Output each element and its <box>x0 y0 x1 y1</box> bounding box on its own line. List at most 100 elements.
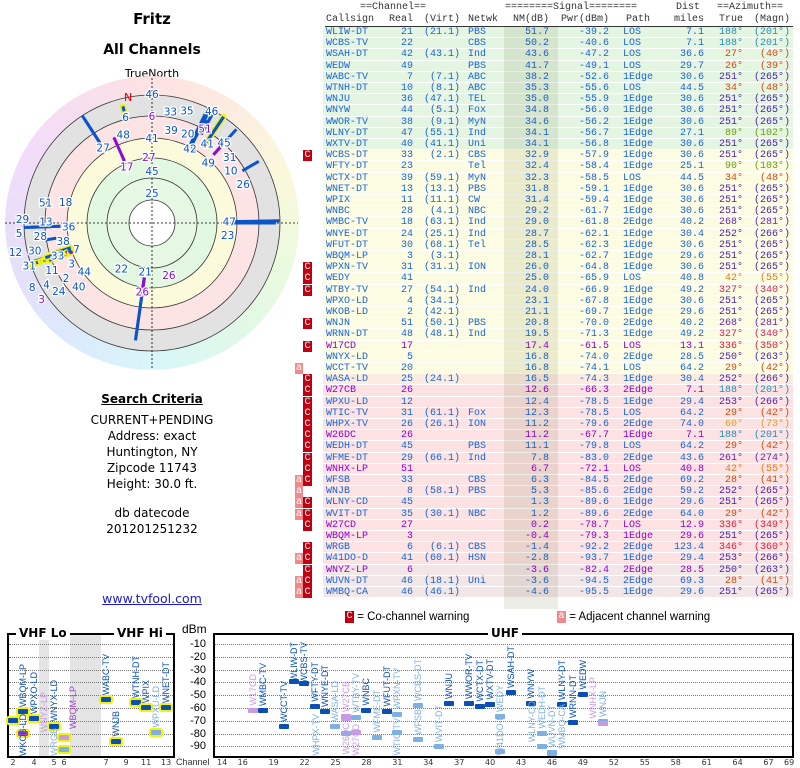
table-row[interactable]: WVIT-DT 35 (30.1) NBC 1.2 -89.6 2Edge 64.0 29° (4… <box>323 508 793 520</box>
spectrum-marker[interactable] <box>351 729 362 735</box>
table-row[interactable]: WKOB-LD 2 (42.1) 21.1 -69.7 1Edge 29.6 251° (265… <box>323 307 793 319</box>
spectrum-marker[interactable] <box>289 679 300 685</box>
spectrum-marker[interactable] <box>546 751 557 757</box>
table-row[interactable]: W26DC 26 11.2 -67.7 1Edge 7.1 188° (201°) <box>323 430 793 442</box>
spectrum-marker[interactable] <box>577 692 588 698</box>
table-row[interactable]: WNBC 28 (4.1) NBC 29.2 -61.7 1Edge 30.6 251° (265… <box>323 206 793 218</box>
spectrum-marker[interactable] <box>351 714 362 720</box>
spectrum-marker[interactable] <box>412 703 423 709</box>
spectrum-marker[interactable] <box>495 713 506 719</box>
spectrum-marker[interactable] <box>49 723 59 729</box>
table-row[interactable]: WUVN-DT 46 (18.1) Uni -3.6 -94.5 2Edge 69.3 28° (… <box>323 575 793 587</box>
spectrum-marker[interactable] <box>59 747 69 753</box>
table-row[interactable]: WNET-DT 13 (13.1) PBS 31.8 -59.1 1Edge 30.6 251°… <box>323 183 793 195</box>
table-row[interactable]: W17CD 17 17.4 -61.5 LOS 13.1 336° (350°) <box>323 340 793 352</box>
spectrum-marker[interactable] <box>309 703 320 709</box>
spectrum-marker[interactable] <box>101 696 111 702</box>
spectrum-marker[interactable] <box>495 749 506 755</box>
spectrum-marker[interactable] <box>330 724 341 730</box>
spectrum-marker[interactable] <box>131 700 141 706</box>
spectrum-marker[interactable] <box>536 731 547 737</box>
table-row[interactable]: WNHX-LP 51 6.7 -72.1 LOS 40.8 42° (55°) <box>323 463 793 475</box>
table-row[interactable]: WLNY-DT 47 (55.1) Ind 34.1 -56.7 1Edge 27.1 89° (… <box>323 127 793 139</box>
table-row[interactable]: WHPX-TV 26 (26.1) ION 11.2 -79.6 2Edge 74.0 60° (… <box>323 419 793 431</box>
spectrum-marker[interactable] <box>443 700 454 706</box>
spectrum-marker[interactable] <box>598 721 609 727</box>
table-row[interactable]: WTNH-DT 10 (8.1) ABC 35.3 -55.6 LOS 44.5 34° (48°… <box>323 83 793 95</box>
table-row[interactable]: WNYE-DT 24 (25.1) Ind 28.7 -62.1 1Edge 30.4 252°… <box>323 228 793 240</box>
spectrum-marker[interactable] <box>371 735 382 741</box>
table-row[interactable]: W27CB 26 12.6 -66.3 2Edge 7.1 188° (201°) <box>323 385 793 397</box>
spectrum-marker[interactable] <box>278 724 289 730</box>
spectrum-marker[interactable] <box>567 720 578 726</box>
table-row[interactable]: WBQM-LP 3 -0.4 -79.3 1Edge 29.6 251° (265°) <box>323 531 793 543</box>
table-row[interactable]: WNYZ-LP 6 -3.6 -82.4 2Edge 28.5 250° (263°) <box>323 564 793 576</box>
spectrum-marker[interactable] <box>247 707 258 713</box>
table-row[interactable]: WSAH-DT 42 (43.1) Ind 43.6 -47.2 LOS 36.6 27° (40… <box>323 49 793 61</box>
table-row[interactable]: WLIW-DT 21 (21.1) PBS 51.7 -39.2 LOS 7.1 188° (20… <box>323 27 793 39</box>
table-row[interactable]: WFUT-DT 30 (68.1) Tel 28.5 -62.3 1Edge 30.6 251°… <box>323 239 793 251</box>
spectrum-marker[interactable] <box>141 705 151 711</box>
table-row[interactable]: WNYW 44 (5.1) Fox 34.8 -56.0 1Edge 30.6 251° (265… <box>323 105 793 117</box>
spectrum-marker[interactable] <box>111 738 121 744</box>
tvfool-link[interactable]: www.tvfool.com <box>102 591 202 606</box>
table-row[interactable]: WFSB 33 CBS 6.3 -84.5 2Edge 69.2 28° (41°) <box>323 475 793 487</box>
spectrum-marker[interactable] <box>320 708 331 714</box>
spectrum-marker[interactable] <box>464 701 475 707</box>
table-row[interactable]: WEDW 49 PBS 41.7 -49.1 LOS 29.7 26° (39°) <box>323 60 793 72</box>
table-row[interactable]: WEDY 41 25.0 -65.9 LOS 40.8 42° (55°) <box>323 273 793 285</box>
table-row[interactable]: WPXU-LD 12 12.4 -78.5 1Edge 29.4 253° (266°) <box>323 396 793 408</box>
table-row[interactable]: WNJB 8 (58.1) PBS 5.3 -85.6 2Edge 59.2 252° (265°… <box>323 486 793 498</box>
spectrum-marker[interactable] <box>18 709 28 715</box>
spectrum-marker[interactable] <box>18 730 28 736</box>
spectrum-marker[interactable] <box>361 708 372 714</box>
table-row[interactable]: WPXN-TV 31 (31.1) ION 26.0 -64.8 1Edge 30.6 251°… <box>323 262 793 274</box>
table-row[interactable]: WRNN-DT 48 (48.1) Ind 19.5 -71.3 1Edge 49.2 327°… <box>323 329 793 341</box>
spectrum-marker[interactable] <box>161 704 171 710</box>
table-row[interactable]: W41DO-D 41 (60.1) HSN -2.8 -93.7 1Edge 29.4 253°… <box>323 553 793 565</box>
spectrum-marker[interactable] <box>474 704 485 710</box>
table-row[interactable]: WNJU 36 (47.1) TEL 35.0 -55.9 1Edge 30.6 251° (26… <box>323 94 793 106</box>
spectrum-marker[interactable] <box>598 718 609 724</box>
table-row[interactable]: W27CD 27 0.2 -78.7 LOS 12.9 336° (349°) <box>323 519 793 531</box>
table-row[interactable]: WASA-LD 25 (24.1) 16.5 -74.3 1Edge 30.4 252° (26… <box>323 374 793 386</box>
table-row[interactable]: WABC-TV 7 (7.1) ABC 38.2 -52.6 1Edge 30.6 251° (2… <box>323 71 793 83</box>
spectrum-marker[interactable] <box>526 700 537 706</box>
table-row[interactable]: WFME-DT 29 (66.1) Ind 7.8 -83.0 2Edge 43.6 261° (… <box>323 452 793 464</box>
table-row[interactable]: WRGB 6 (6.1) CBS -1.4 -92.2 2Edge 123.4 346° (360… <box>323 542 793 554</box>
table-row[interactable]: WLNY-CD 45 1.3 -89.6 1Edge 29.6 251° (265°) <box>323 497 793 509</box>
table-row[interactable]: WPXO-LD 4 (34.1) 23.1 -67.8 1Edge 30.6 251° (265… <box>323 295 793 307</box>
spectrum-marker[interactable] <box>258 708 269 714</box>
spectrum-marker[interactable] <box>29 715 39 721</box>
spectrum-marker[interactable] <box>505 689 516 695</box>
table-row[interactable]: WMBQ-CA 46 (46.1) -4.6 -95.5 1Edge 29.6 251° (26… <box>323 587 793 599</box>
table-row[interactable]: WTIC-TV 31 (61.1) Fox 12.3 -78.5 LOS 64.2 29° (42… <box>323 407 793 419</box>
table-row[interactable]: WCBS-TV 22 CBS 50.2 -40.6 LOS 7.1 188° (201°) <box>323 38 793 50</box>
table-row[interactable]: WCCT-TV 20 16.8 -74.1 LOS 64.2 29° (42°) <box>323 363 793 375</box>
spectrum-marker[interactable] <box>8 718 18 724</box>
table-row[interactable]: WCTX-DT 39 (59.1) MyN 32.3 -58.5 LOS 44.5 34° (48… <box>323 172 793 184</box>
spectrum-marker[interactable] <box>485 701 496 707</box>
table-row[interactable]: WTBY-TV 27 (54.1) Ind 24.0 -66.9 1Edge 49.2 327°… <box>323 284 793 296</box>
spectrum-marker[interactable] <box>59 734 69 740</box>
table-row[interactable]: WBQM-LP 3 (3.1) 28.1 -62.7 1Edge 29.6 251° (265°… <box>323 251 793 263</box>
spectrum-marker[interactable] <box>340 715 351 721</box>
spectrum-marker[interactable] <box>151 729 161 735</box>
table-row[interactable]: WCBS-DT 33 (2.1) CBS 32.9 -57.9 1Edge 30.6 251° (… <box>323 150 793 162</box>
spectrum-marker[interactable] <box>392 729 403 735</box>
table-row[interactable]: WFTY-DT 23 Tel 32.4 -58.4 1Edge 25.1 90° (103°) <box>323 161 793 173</box>
table-row[interactable]: WEDH-DT 45 PBS 11.1 -79.8 LOS 64.2 29° (42°) <box>323 441 793 453</box>
table-row[interactable]: WNJN 51 (50.1) PBS 20.8 -70.0 2Edge 40.2 268° (28… <box>323 318 793 330</box>
table-row[interactable]: WNYX-LD 5 16.8 -74.0 2Edge 28.5 250° (263°) <box>323 351 793 363</box>
spectrum-marker[interactable] <box>536 743 547 749</box>
table-row[interactable]: WWOR-TV 38 (9.1) MyN 34.6 -56.2 1Edge 30.6 251° (… <box>323 116 793 128</box>
spectrum-marker[interactable] <box>340 731 351 737</box>
spectrum-marker[interactable] <box>412 737 423 743</box>
spectrum-marker[interactable] <box>299 681 310 687</box>
spectrum-marker[interactable] <box>392 712 403 718</box>
spectrum-marker[interactable] <box>433 743 444 749</box>
table-row[interactable]: WMBC-TV 18 (63.1) Ind 29.0 -61.8 2Edge 40.2 268°… <box>323 217 793 229</box>
spectrum-marker[interactable] <box>557 701 568 707</box>
table-row[interactable]: WXTV-DT 40 (41.1) Uni 34.1 -56.8 1Edge 30.6 251°… <box>323 139 793 151</box>
spectrum-marker[interactable] <box>381 708 392 714</box>
